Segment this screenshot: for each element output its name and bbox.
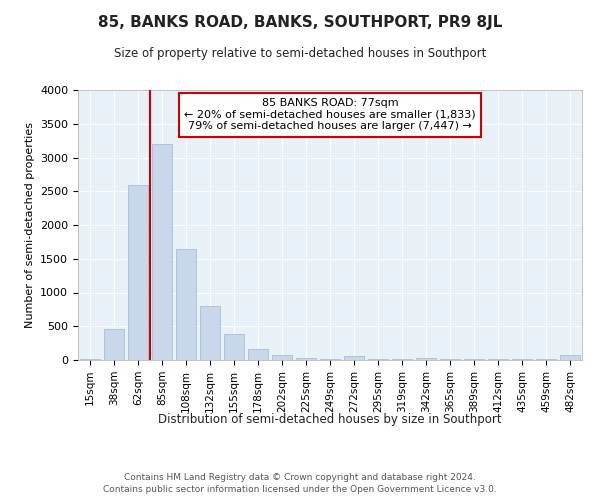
Text: Size of property relative to semi-detached houses in Southport: Size of property relative to semi-detach… (114, 48, 486, 60)
Bar (488, 359, 508, 360)
Bar (464, 359, 484, 360)
Bar (344, 356, 364, 360)
Bar (440, 359, 460, 360)
Bar (536, 359, 556, 360)
Text: Contains public sector information licensed under the Open Government Licence v3: Contains public sector information licen… (103, 485, 497, 494)
Bar (80, 359, 100, 360)
Bar (392, 359, 412, 360)
Bar (200, 306, 220, 360)
Bar (152, 144, 172, 360)
Text: Distribution of semi-detached houses by size in Southport: Distribution of semi-detached houses by … (158, 412, 502, 426)
Bar (416, 358, 436, 360)
Text: 85, BANKS ROAD, BANKS, SOUTHPORT, PR9 8JL: 85, BANKS ROAD, BANKS, SOUTHPORT, PR9 8J… (98, 15, 502, 30)
Bar (272, 355, 292, 360)
Bar (560, 355, 580, 360)
Bar (320, 359, 340, 360)
Bar (104, 329, 124, 360)
Bar (128, 184, 148, 360)
Bar (248, 349, 268, 360)
Y-axis label: Number of semi-detached properties: Number of semi-detached properties (25, 122, 35, 328)
Text: Contains HM Land Registry data © Crown copyright and database right 2024.: Contains HM Land Registry data © Crown c… (124, 472, 476, 482)
Text: 85 BANKS ROAD: 77sqm
← 20% of semi-detached houses are smaller (1,833)
79% of se: 85 BANKS ROAD: 77sqm ← 20% of semi-detac… (184, 98, 476, 132)
Bar (368, 359, 388, 360)
Bar (224, 334, 244, 360)
Bar (176, 248, 196, 360)
Bar (296, 358, 316, 360)
Bar (512, 359, 532, 360)
